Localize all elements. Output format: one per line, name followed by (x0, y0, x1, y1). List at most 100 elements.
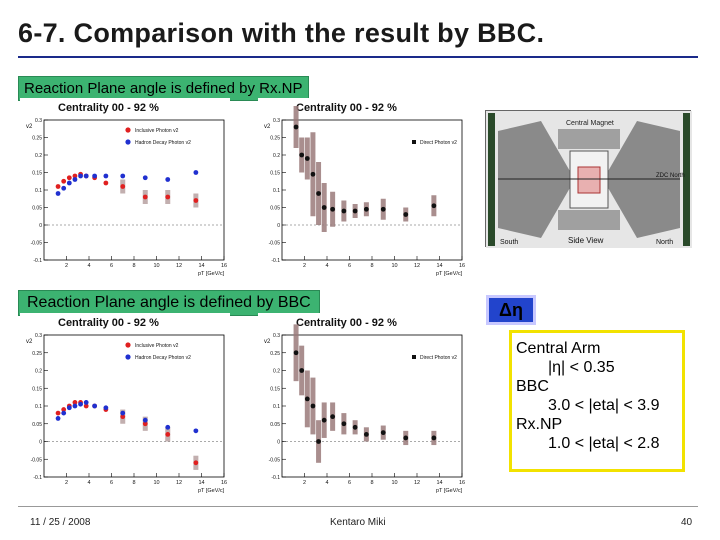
data-point (103, 405, 109, 411)
y-axis-label: v2 (26, 124, 33, 130)
header-rxnp: Reaction Plane angle is defined by Rx.NP (18, 76, 309, 101)
chart-rxnp-inclusive: Centrality 00 - 92 % v2 pT [GeV/c] -0.1 -0.0… (20, 98, 230, 278)
data-point (304, 396, 310, 402)
south-muon-wall (488, 113, 495, 246)
data-point (55, 410, 61, 416)
chart-title: Centrality 00 - 92 % (58, 102, 159, 114)
eta-coverage-box: Central Arm |η| < 0.35 BBC 3.0 < |eta| <… (509, 330, 685, 472)
x-axis-label: pT [GeV/c] (436, 488, 463, 494)
legend-marker (412, 355, 416, 359)
data-point (103, 180, 109, 186)
data-point (83, 173, 89, 179)
north-muon-wall (683, 113, 690, 246)
footer-date: 11 / 25 / 2008 (30, 517, 91, 528)
legend-marker (125, 139, 131, 145)
x-tick-label: 14 (436, 263, 442, 269)
data-point (363, 206, 369, 212)
legend-entry: Inclusive Photon v2 (135, 343, 179, 349)
x-axis-label: pT [GeV/c] (198, 488, 225, 494)
data-point (193, 198, 199, 203)
y-tick-label: 0.15 (270, 386, 280, 392)
data-point (92, 403, 98, 409)
y-tick-label: 0 (277, 223, 280, 229)
legend-entry: Hadron Decay Photon v2 (135, 355, 191, 361)
legend-entry: Direct Photon v2 (420, 140, 457, 146)
label-side-view: Side View (568, 236, 604, 245)
data-point (193, 170, 199, 175)
data-point (142, 194, 148, 200)
data-point (293, 124, 299, 130)
data-point (310, 171, 316, 177)
y-tick-label: 0.05 (32, 422, 42, 428)
data-point (352, 424, 358, 430)
data-point (61, 410, 67, 416)
x-tick-label: 10 (153, 480, 159, 486)
y-tick-label: 0.3 (273, 118, 280, 124)
y-tick-label: 0.3 (273, 333, 280, 339)
x-tick-label: 16 (459, 480, 465, 486)
info-bbc-range: 3.0 < |eta| < 3.9 (548, 397, 660, 414)
data-point (72, 400, 78, 405)
x-tick-label: 6 (110, 480, 113, 486)
y-tick-label: 0.15 (270, 171, 280, 177)
y-tick-label: -0.05 (269, 457, 281, 463)
data-point (341, 208, 347, 214)
data-point (380, 430, 386, 436)
data-point (321, 205, 327, 210)
footer-author: Kentaro Miki (330, 517, 386, 528)
data-point (316, 439, 321, 444)
data-point (55, 191, 61, 196)
y-tick-label: 0.15 (32, 386, 42, 392)
x-tick-label: 6 (110, 263, 113, 269)
chart-rxnp-direct: Centrality 00 - 92 % v2 pT [GeV/c] -0.1 -0.0… (258, 98, 468, 278)
central-magnet-top (558, 129, 620, 149)
data-point (341, 421, 347, 427)
data-point (304, 156, 310, 161)
data-point (321, 417, 327, 423)
data-point (165, 424, 171, 430)
x-tick-label: 12 (414, 480, 420, 486)
data-point (165, 432, 171, 437)
data-point (431, 203, 437, 209)
chart-bbc-inclusive: Centrality 00 - 92 % v2 pT [GeV/c] -0.1 -0.0… (20, 313, 230, 495)
y-tick-label: 0.3 (35, 118, 42, 124)
data-point (299, 368, 305, 373)
data-point (120, 184, 126, 189)
data-point (120, 414, 126, 420)
y-tick-label: 0.2 (273, 369, 280, 375)
data-point (83, 403, 89, 409)
y-axis-label: v2 (264, 124, 271, 130)
data-point (299, 152, 305, 158)
vertex-region (577, 166, 601, 194)
label-central-magnet: Central Magnet (566, 120, 614, 127)
data-point (165, 194, 171, 200)
data-point (72, 173, 78, 179)
x-tick-label: 2 (303, 480, 306, 486)
y-tick-label: 0 (39, 440, 42, 446)
data-point (310, 403, 316, 409)
footer-page-number: 40 (681, 517, 693, 528)
y-tick-label: 0.1 (273, 404, 280, 410)
x-tick-label: 2 (65, 263, 68, 269)
header-bbc: Reaction Plane angle is defined by BBC (18, 290, 320, 316)
data-point (120, 173, 126, 179)
y-tick-label: 0.1 (273, 188, 280, 194)
y-tick-label: -0.1 (33, 258, 42, 264)
legend-entry: Inclusive Photon v2 (135, 128, 179, 134)
x-tick-label: 4 (325, 263, 328, 269)
slide-title: 6-7. Comparison with the result by BBC. (18, 18, 545, 48)
y-tick-label: -0.1 (271, 475, 280, 481)
data-point (330, 206, 336, 212)
x-tick-label: 2 (303, 263, 306, 269)
y-tick-label: -0.05 (269, 241, 281, 247)
label-zdc: ZDC North (656, 173, 685, 179)
y-tick-label: -0.1 (271, 258, 280, 264)
x-tick-label: 16 (459, 263, 465, 269)
data-point (72, 403, 78, 409)
data-point (61, 178, 67, 184)
label-north: North (656, 239, 673, 246)
y-tick-label: 0 (277, 440, 280, 446)
data-point (61, 407, 67, 412)
data-point (78, 173, 83, 179)
label-south: South (500, 239, 518, 246)
